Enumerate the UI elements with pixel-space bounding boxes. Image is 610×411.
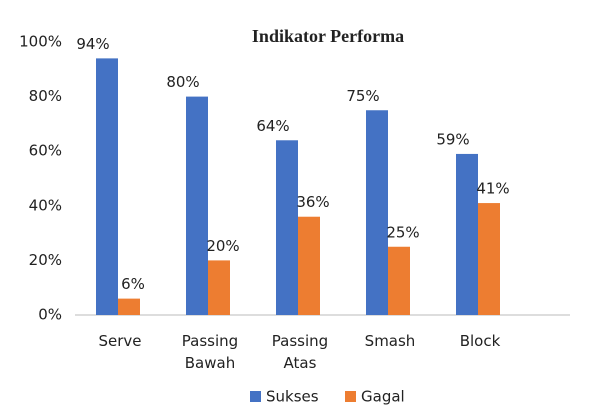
bar (298, 216, 320, 315)
bar (276, 140, 298, 315)
y-tick-label: 60% (29, 142, 62, 160)
data-label: 36% (296, 193, 329, 211)
data-label: 25% (386, 223, 419, 241)
legend-label: Gagal (361, 388, 405, 406)
x-tick-label: Serve (98, 332, 142, 350)
bar (478, 203, 500, 315)
data-label: 94% (76, 35, 109, 53)
chart-title: Indikator Performa (252, 26, 404, 46)
y-tick-label: 80% (29, 87, 62, 105)
data-label: 64% (256, 117, 289, 135)
legend-label: Sukses (266, 388, 319, 406)
y-tick-label: 0% (38, 306, 62, 324)
bar (456, 153, 478, 315)
y-tick-label: 100% (19, 33, 62, 51)
y-tick-label: 20% (29, 251, 62, 269)
data-label: 80% (166, 73, 199, 91)
legend-swatch (345, 391, 356, 402)
bar (208, 260, 230, 315)
legend-swatch (250, 391, 261, 402)
data-label: 41% (476, 180, 509, 198)
bar (186, 96, 208, 315)
data-label: 6% (121, 275, 145, 293)
data-label: 75% (346, 87, 379, 105)
bar (366, 110, 388, 315)
x-tick-label: Block (459, 332, 501, 350)
data-label: 59% (436, 130, 469, 148)
data-label: 20% (206, 237, 239, 255)
bar (96, 58, 118, 315)
bar (388, 246, 410, 315)
x-tick-label: Passing Atas (271, 332, 329, 372)
x-tick-label: Passing Bawah (181, 332, 239, 372)
y-tick-label: 40% (29, 196, 62, 214)
x-tick-label: Smash (364, 332, 416, 350)
bar (118, 298, 140, 315)
